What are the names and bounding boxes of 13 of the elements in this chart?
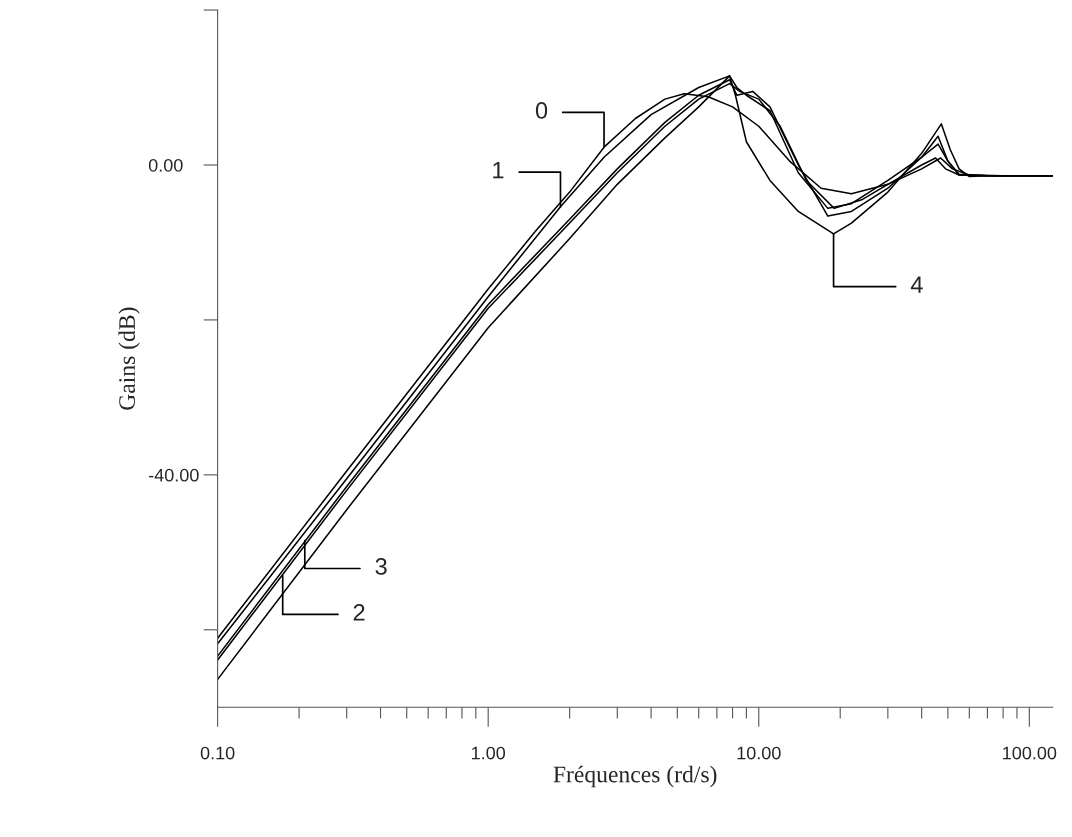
annotation: 1 <box>493 161 504 179</box>
x-tick-label: 0.10 <box>200 746 235 760</box>
annotation: 2 <box>353 604 365 621</box>
annotation: 0 <box>535 102 548 119</box>
x-tick-label: 100.00 <box>1003 746 1057 760</box>
x-axis-title: Fréquences (rd/s) <box>553 765 717 788</box>
y-axis-title: Gains (dB) <box>118 307 140 410</box>
x-tick-label: 10.00 <box>737 746 781 760</box>
y-tick-label: 0.00 <box>148 158 183 172</box>
annotation: 4 <box>910 276 923 293</box>
x-tick-label: 1.00 <box>472 746 506 760</box>
annotation: 3 <box>375 558 387 575</box>
y-tick-label: -40.00 <box>148 468 199 482</box>
